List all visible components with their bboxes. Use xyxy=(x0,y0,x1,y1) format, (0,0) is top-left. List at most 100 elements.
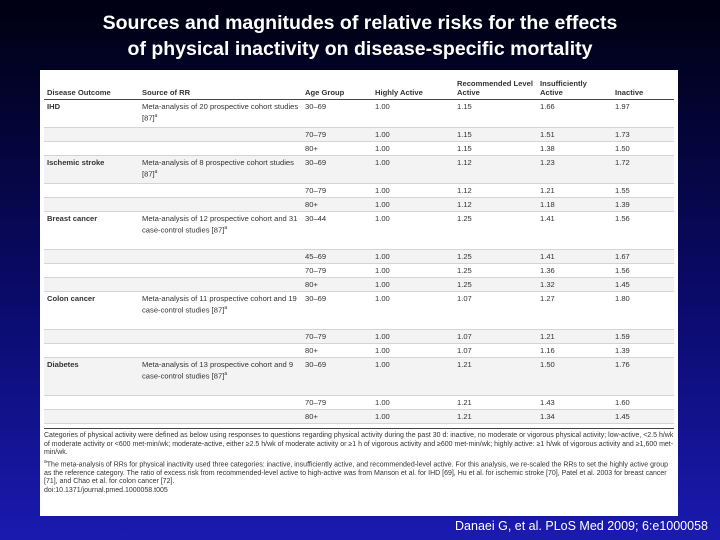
slide-title: Sources and magnitudes of relative risks… xyxy=(0,10,720,62)
title-line: Sources and magnitudes of relative risks… xyxy=(102,12,618,34)
table-row: Breast cancer Meta-analysis of 12 prospec… xyxy=(44,211,674,250)
empty-cell xyxy=(44,141,139,156)
cell: 30–69 xyxy=(302,291,372,330)
empty-cell xyxy=(139,329,302,344)
cell: 80+ xyxy=(302,343,372,358)
outcome-cell: Breast cancer xyxy=(44,211,139,250)
cell: 1.60 xyxy=(612,395,674,410)
cell: 1.73 xyxy=(612,127,674,142)
empty-cell xyxy=(139,197,302,212)
cell: 70–79 xyxy=(302,263,372,278)
outcome-cell: Diabetes xyxy=(44,357,139,396)
cell: 1.21 xyxy=(537,183,612,198)
empty-cell xyxy=(44,329,139,344)
table-body: IHD Meta-analysis of 20 prospective cohor… xyxy=(44,99,674,424)
header-cell: Source of RR xyxy=(139,72,302,100)
cell: 1.51 xyxy=(537,127,612,142)
cell: 1.59 xyxy=(612,329,674,344)
note-mark: a xyxy=(224,370,228,377)
cell: 1.32 xyxy=(537,277,612,292)
table-row: 70–79 1.00 1.21 1.43 1.60 xyxy=(44,395,674,410)
cell: 80+ xyxy=(302,141,372,156)
empty-cell xyxy=(139,395,302,410)
cell: 1.66 xyxy=(537,99,612,128)
empty-cell xyxy=(44,183,139,198)
table-row: 80+ 1.00 1.12 1.18 1.39 xyxy=(44,197,674,212)
citation: Danaei G, et al. PLoS Med 2009; 6:e10000… xyxy=(455,519,708,533)
cell: 1.15 xyxy=(454,127,537,142)
cell: 70–79 xyxy=(302,329,372,344)
outcome-cell: Colon cancer xyxy=(44,291,139,330)
cell: 1.15 xyxy=(454,99,537,128)
cell: 1.23 xyxy=(537,155,612,184)
table-row: Ischemic stroke Meta-analysis of 8 prospe… xyxy=(44,155,674,184)
cell: 80+ xyxy=(302,197,372,212)
cell: 1.12 xyxy=(454,155,537,184)
cell: 1.25 xyxy=(454,277,537,292)
cell: 1.00 xyxy=(372,183,454,198)
empty-cell xyxy=(139,263,302,278)
empty-cell xyxy=(44,197,139,212)
empty-cell xyxy=(44,343,139,358)
cell: 1.36 xyxy=(537,263,612,278)
header-cell: Recommended Level Active xyxy=(454,72,537,100)
table-row: IHD Meta-analysis of 20 prospective cohor… xyxy=(44,99,674,128)
cell: 1.41 xyxy=(537,211,612,250)
cell: 1.39 xyxy=(612,197,674,212)
cell: 1.12 xyxy=(454,183,537,198)
table-row: 80+ 1.00 1.07 1.16 1.39 xyxy=(44,343,674,358)
doi: doi:10.1371/journal.pmed.1000058.t005 xyxy=(44,486,168,494)
cell: 1.15 xyxy=(454,141,537,156)
empty-cell xyxy=(139,127,302,142)
empty-cell xyxy=(139,343,302,358)
cell: 30–69 xyxy=(302,99,372,128)
table-row: 70–79 1.00 1.25 1.36 1.56 xyxy=(44,263,674,278)
source-cell: Meta-analysis of 13 prospective cohort a… xyxy=(139,357,302,396)
cell: 1.50 xyxy=(537,357,612,396)
cell: 1.00 xyxy=(372,357,454,396)
header-cell: Disease Outcome xyxy=(44,72,139,100)
table-row: 80+ 1.00 1.25 1.32 1.45 xyxy=(44,277,674,292)
cell: 1.00 xyxy=(372,127,454,142)
cell: 1.80 xyxy=(612,291,674,330)
cell: 45–69 xyxy=(302,249,372,264)
cell: 1.21 xyxy=(454,395,537,410)
footnote: Categories of physical activity were def… xyxy=(44,432,674,457)
footnote-text: The meta-analysis of RRs for physical in… xyxy=(44,461,668,486)
empty-cell xyxy=(44,249,139,264)
cell: 1.21 xyxy=(537,329,612,344)
cell: 1.21 xyxy=(454,357,537,396)
cell: 30–69 xyxy=(302,357,372,396)
cell: 1.56 xyxy=(612,211,674,250)
source-text: Meta-analysis of 20 prospective cohort s… xyxy=(142,102,299,123)
cell: 1.34 xyxy=(537,409,612,424)
table-row: 80+ 1.00 1.15 1.38 1.50 xyxy=(44,141,674,156)
source-cell: Meta-analysis of 11 prospective cohort a… xyxy=(139,291,302,330)
cell: 1.00 xyxy=(372,155,454,184)
table-image: Disease Outcome Source of RR Age Group High… xyxy=(40,70,678,516)
cell: 1.43 xyxy=(537,395,612,410)
cell: 1.21 xyxy=(454,409,537,424)
table-row: 45–69 1.00 1.25 1.41 1.67 xyxy=(44,249,674,264)
table-row: 70–79 1.00 1.12 1.21 1.55 xyxy=(44,183,674,198)
cell: 1.72 xyxy=(612,155,674,184)
table-row: Colon cancer Meta-analysis of 11 prospect… xyxy=(44,291,674,330)
empty-cell xyxy=(44,395,139,410)
cell: 80+ xyxy=(302,277,372,292)
cell: 1.56 xyxy=(612,263,674,278)
table: Disease Outcome Source of RR Age Group High… xyxy=(44,72,674,424)
table-row: 70–79 1.00 1.07 1.21 1.59 xyxy=(44,329,674,344)
cell: 1.07 xyxy=(454,343,537,358)
cell: 1.18 xyxy=(537,197,612,212)
header-cell: Insufficiently Active xyxy=(537,72,612,100)
cell: 1.12 xyxy=(454,197,537,212)
cell: 1.16 xyxy=(537,343,612,358)
source-cell: Meta-analysis of 8 prospective cohort st… xyxy=(139,155,302,184)
cell: 1.45 xyxy=(612,277,674,292)
empty-cell xyxy=(139,183,302,198)
table-row: 70–79 1.00 1.15 1.51 1.73 xyxy=(44,127,674,142)
note-mark: a xyxy=(154,168,158,175)
cell: 1.27 xyxy=(537,291,612,330)
outcome-cell: IHD xyxy=(44,99,139,128)
